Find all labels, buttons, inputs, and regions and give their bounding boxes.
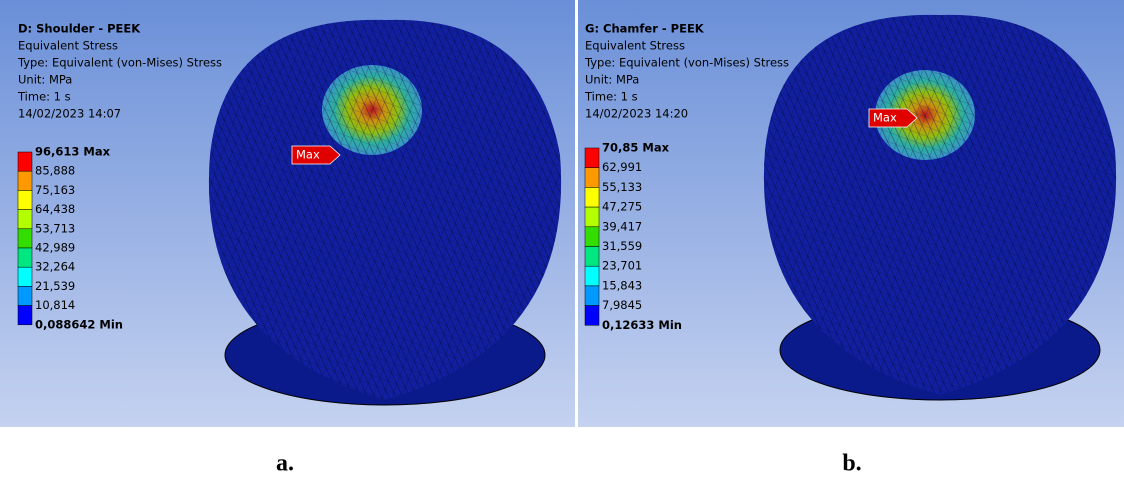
legend-swatch — [585, 168, 599, 188]
legend-swatch — [18, 171, 32, 190]
result-header-line: Type: Equivalent (von-Mises) Stress — [584, 56, 789, 70]
result-header-line: Unit: MPa — [18, 73, 72, 87]
panel-caption: a. — [276, 451, 294, 477]
result-header-line: 14/02/2023 14:07 — [18, 107, 121, 121]
result-header-line: Equivalent Stress — [18, 39, 118, 53]
legend-label: 85,888 — [35, 164, 75, 178]
legend-label: 0,12633 Min — [602, 318, 682, 332]
legend-swatch — [18, 152, 32, 171]
panel-caption: b. — [842, 451, 861, 477]
legend-label: 15,843 — [602, 278, 642, 292]
result-header-line: D: Shoulder - PEEK — [18, 22, 141, 36]
result-header-line: Time: 1 s — [584, 90, 638, 104]
legend-label: 47,275 — [602, 200, 642, 214]
result-header-line: G: Chamfer - PEEK — [585, 22, 705, 36]
legend-label: 64,438 — [35, 202, 75, 216]
legend-label: 31,559 — [602, 239, 642, 253]
legend-label: 53,713 — [35, 221, 75, 235]
result-header-line: Equivalent Stress — [585, 39, 685, 53]
legend-swatch — [585, 286, 599, 306]
legend-swatch — [585, 187, 599, 207]
legend-label: 70,85 Max — [602, 141, 670, 155]
result-header-line: Time: 1 s — [17, 90, 71, 104]
legend-label: 96,613 Max — [35, 145, 111, 159]
legend-label: 10,814 — [35, 298, 75, 312]
legend-swatch — [18, 190, 32, 209]
legend-swatch — [585, 266, 599, 286]
legend-label: 75,163 — [35, 183, 75, 197]
result-header-line: Type: Equivalent (von-Mises) Stress — [17, 56, 222, 70]
legend-swatch — [18, 286, 32, 305]
legend-swatch — [18, 267, 32, 286]
legend-label: 21,539 — [35, 279, 75, 293]
legend-swatch — [585, 306, 599, 326]
probe-label: Max — [296, 148, 320, 162]
legend-swatch — [585, 227, 599, 247]
result-header-line: Unit: MPa — [585, 73, 639, 87]
legend-swatch — [18, 306, 32, 325]
legend-label: 42,989 — [35, 241, 75, 255]
stress-mesh — [322, 65, 422, 155]
legend-swatch — [18, 210, 32, 229]
legend-label: 62,991 — [602, 160, 642, 174]
legend-swatch — [18, 248, 32, 267]
figure: D: Shoulder - PEEK Equivalent Stress Type:… — [0, 0, 1124, 481]
legend-label: 7,9845 — [602, 298, 642, 312]
legend-label: 55,133 — [602, 180, 642, 194]
result-header-line: 14/02/2023 14:20 — [585, 107, 688, 121]
legend-swatch — [585, 247, 599, 267]
probe-label: Max — [873, 111, 897, 125]
legend-label: 32,264 — [35, 260, 75, 274]
legend-swatch — [18, 229, 32, 248]
legend-label: 23,701 — [602, 259, 642, 273]
legend-label: 39,417 — [602, 219, 642, 233]
legend-swatch — [585, 207, 599, 227]
legend-swatch — [585, 148, 599, 168]
legend-label: 0,088642 Min — [35, 317, 123, 331]
